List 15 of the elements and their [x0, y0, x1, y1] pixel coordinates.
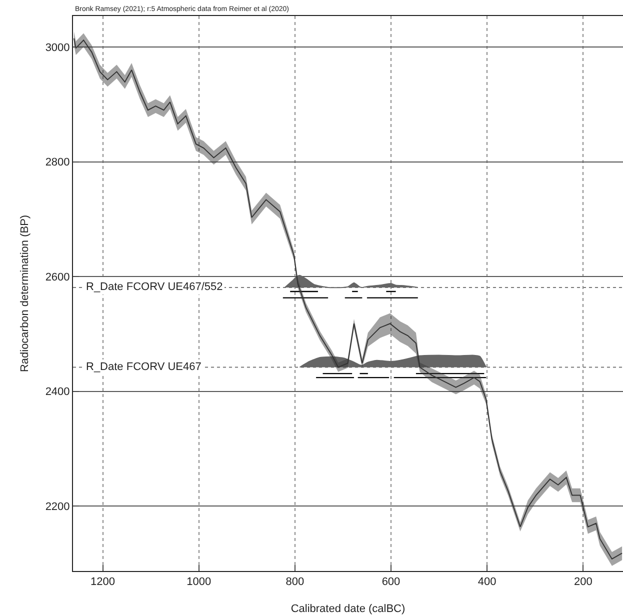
x-tick-label: 200	[574, 576, 592, 588]
x-tick-label: 1000	[186, 576, 212, 588]
y-tick-label: 2600	[45, 271, 70, 284]
x-tick-label: 800	[286, 576, 304, 588]
x-tick-label: 600	[382, 576, 400, 588]
y-tick-label: 2800	[45, 156, 70, 169]
y-tick-label: 2200	[45, 500, 70, 513]
x-axis-title: Calibrated date (calBC)	[290, 603, 406, 615]
y-tick-label: 3000	[45, 42, 70, 54]
y-tick-label: 2400	[45, 386, 70, 398]
y-axis-title: Radiocarbon determination (BP)	[18, 214, 31, 372]
x-tick-label: 1200	[90, 576, 116, 588]
ref-line-label: R_Date FCORV UE467	[86, 361, 202, 373]
x-tick-label: 400	[478, 576, 496, 588]
ref-line-label: R_Date FCORV UE467/552	[86, 281, 223, 293]
